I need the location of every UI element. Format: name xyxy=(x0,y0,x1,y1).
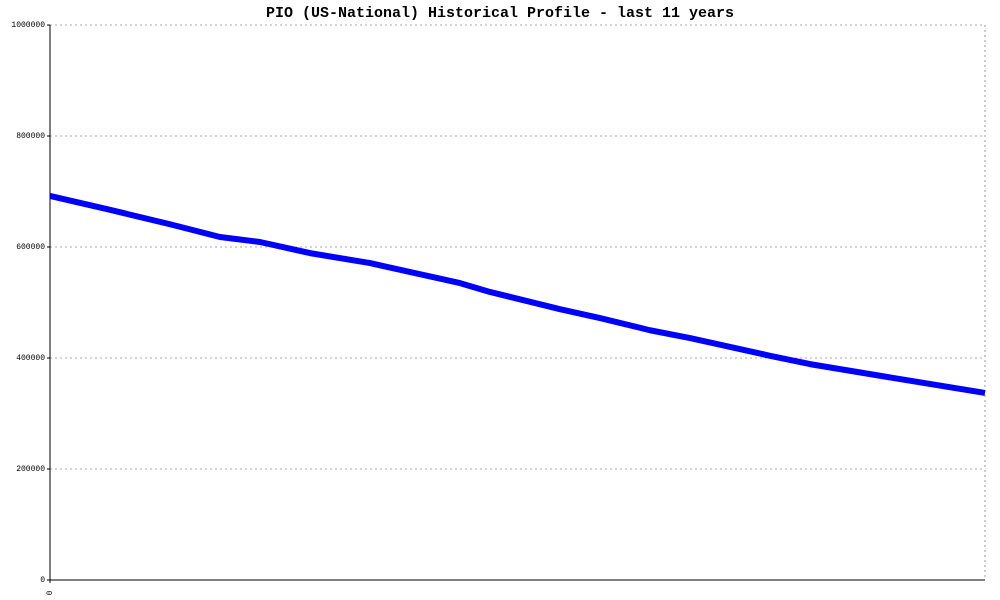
data-line xyxy=(49,193,986,396)
x-tick-label: 0 xyxy=(46,590,55,595)
y-tick-label: 200000 xyxy=(16,465,45,474)
y-tick-label: 0 xyxy=(40,576,45,585)
y-tick-label: 600000 xyxy=(16,243,45,252)
y-tick-label: 800000 xyxy=(16,132,45,141)
chart-title: PIO (US-National) Historical Profile - l… xyxy=(266,5,734,22)
y-tick-label: 1000000 xyxy=(11,21,45,30)
y-tick-label: 400000 xyxy=(16,354,45,363)
